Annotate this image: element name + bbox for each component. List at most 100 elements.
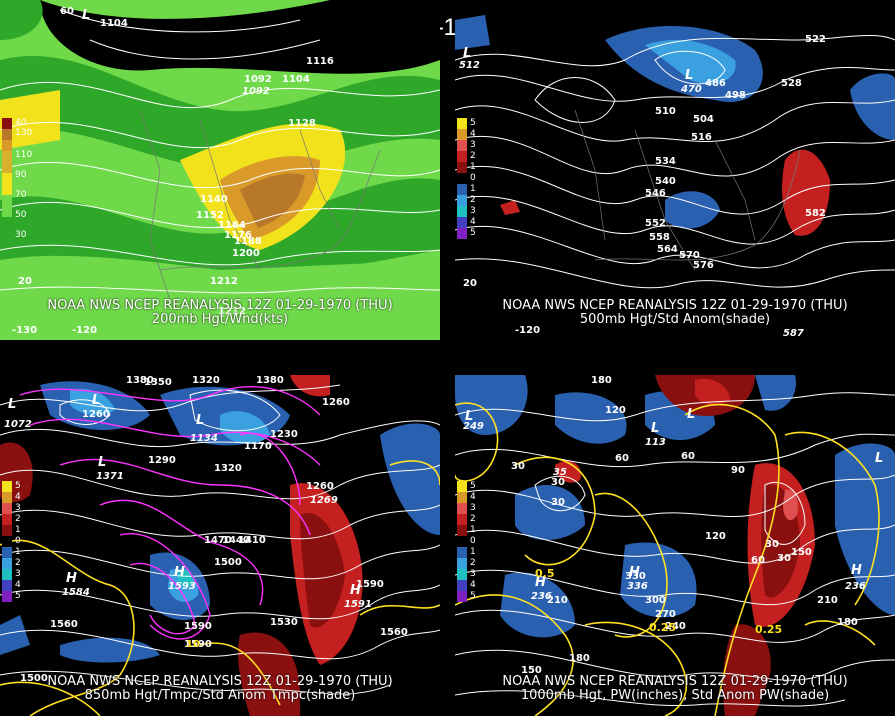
- height-label: 546: [645, 188, 666, 199]
- legend-label: 1: [470, 184, 476, 194]
- high-marker: H: [851, 563, 862, 578]
- low-marker: L: [196, 413, 205, 428]
- height-label: 522: [805, 34, 826, 45]
- panel-1000mb: L 249 L L 113 L 35 H 236 H 336 H 236 180…: [455, 375, 895, 716]
- height-label: 1152: [196, 210, 224, 221]
- height-label: 1350: [144, 377, 172, 388]
- height-label: 1320: [214, 463, 242, 474]
- anom-legend: 5 4 3 2 1 0 1 2 3 4 5: [457, 118, 476, 239]
- height-label: 90: [731, 465, 745, 476]
- height-label: 180: [591, 375, 612, 386]
- legend-label: 130: [15, 128, 33, 138]
- height-label: 510: [655, 106, 676, 117]
- height-label: 1140: [200, 194, 228, 205]
- high-value: 236: [531, 591, 552, 602]
- height-label: 180: [569, 653, 590, 664]
- height-label: 1590: [184, 639, 212, 650]
- height-label: 1104: [282, 74, 310, 85]
- height-label: 1092: [244, 74, 272, 85]
- legend-label: 1: [15, 547, 21, 557]
- panel-caption-line1: NOAA NWS NCEP REANALYSIS 12Z 01-29-1970 …: [502, 298, 848, 313]
- lon-label: 20: [18, 276, 32, 287]
- low-value: 470: [681, 84, 702, 95]
- legend-label: 2: [470, 195, 476, 205]
- high-value: 1593: [168, 581, 196, 592]
- high-value: 1584: [62, 587, 90, 598]
- panel-caption-line2: 200mb Hgt/Wnd(kts): [151, 312, 289, 327]
- height-label: 504: [693, 114, 714, 125]
- legend-label: 3: [15, 503, 21, 513]
- height-label: 1560: [380, 627, 408, 638]
- legend-label: 5: [15, 481, 21, 491]
- low-value: 1269: [310, 495, 338, 506]
- height-label: 1212: [218, 306, 246, 317]
- legend-label: 110: [15, 150, 33, 160]
- panel-caption-line2: 500mb Hgt/Std Anom(shade): [579, 312, 771, 327]
- low-value: 1092: [242, 86, 270, 97]
- height-label: 564: [657, 244, 678, 255]
- legend-label: 30: [15, 230, 27, 240]
- legend-label: 4: [470, 129, 476, 139]
- low-marker: L: [92, 393, 101, 408]
- height-label: 60: [615, 453, 629, 464]
- legend-label: 2: [470, 151, 476, 161]
- height-label: 1500: [20, 673, 48, 684]
- height-label: 1170: [244, 441, 272, 452]
- legend-label: 4: [15, 580, 21, 590]
- legend-label: 70: [15, 190, 27, 200]
- high-marker: H: [535, 575, 546, 590]
- anom-legend: 5 4 3 2 1 0 1 2 3 4 5: [2, 481, 21, 602]
- lon-label: -120: [515, 325, 541, 336]
- legend-label: 3: [470, 503, 476, 513]
- low-marker: L: [82, 8, 91, 23]
- low-value: 249: [463, 421, 484, 432]
- legend-label: 4: [470, 580, 476, 590]
- height-label: 1290: [148, 455, 176, 466]
- legend-label: 0: [15, 536, 21, 546]
- panel-caption-line2: 850mb Hgt/Tmpc/Std Anom Tmpc(shade): [84, 688, 356, 703]
- legend-label: 0: [470, 536, 476, 546]
- height-label: 1380: [126, 375, 154, 386]
- height-label: 150: [521, 665, 542, 676]
- height-label: 486: [705, 78, 726, 89]
- legend-label: 3: [470, 569, 476, 579]
- height-label: 1176: [224, 230, 252, 241]
- wind-legend: 40 130 110 90 70 50 30: [2, 118, 32, 240]
- anom-legend: 5 4 3 2 1 0 1 2 3 4 5: [457, 481, 476, 602]
- low-value: 1260: [82, 409, 110, 420]
- height-label: 1380: [256, 375, 284, 386]
- height-label: 60: [751, 555, 765, 566]
- panel-200mb: 1104 L 1092 1104 1116 1128 1140 1152 116…: [0, 0, 440, 340]
- pw-label: 0.25: [649, 621, 677, 634]
- height-label: 30: [551, 497, 565, 508]
- high-value: 1591: [344, 599, 372, 610]
- height-label: 1116: [306, 56, 334, 67]
- panel-850mb: L 1072 L 1260 L 1134 L 1371 1269 H 1584 …: [0, 375, 440, 716]
- legend-label: 1: [15, 525, 21, 535]
- height-label: 1260: [322, 397, 350, 408]
- height-label: 30: [777, 553, 791, 564]
- low-marker: L: [651, 421, 660, 436]
- legend-label: 5: [470, 481, 476, 491]
- high-value: 236: [845, 581, 866, 592]
- height-label: 1590: [184, 621, 212, 632]
- height-label: 30: [765, 539, 779, 550]
- legend-label: 50: [15, 210, 27, 220]
- height-label: 528: [781, 78, 802, 89]
- high-marker: H: [629, 565, 640, 580]
- low-value: 1072: [4, 419, 32, 430]
- height-label: 240: [665, 621, 686, 632]
- height-label: 120: [705, 531, 726, 542]
- height-label: 1530: [270, 617, 298, 628]
- low-value: 113: [645, 437, 666, 448]
- height-label: 570: [679, 250, 700, 261]
- panel-500mb: L 512 L 470 522 528 510 504 516 534 540 …: [455, 0, 895, 340]
- height-label: 1188: [234, 236, 262, 247]
- height-label: 1590: [356, 579, 384, 590]
- height-label: 60: [681, 451, 695, 462]
- height-label: 180: [837, 617, 858, 628]
- height-label: 30: [551, 477, 565, 488]
- legend-label: 1: [470, 525, 476, 535]
- height-label: 1128: [288, 118, 316, 129]
- low-marker: L: [463, 46, 472, 61]
